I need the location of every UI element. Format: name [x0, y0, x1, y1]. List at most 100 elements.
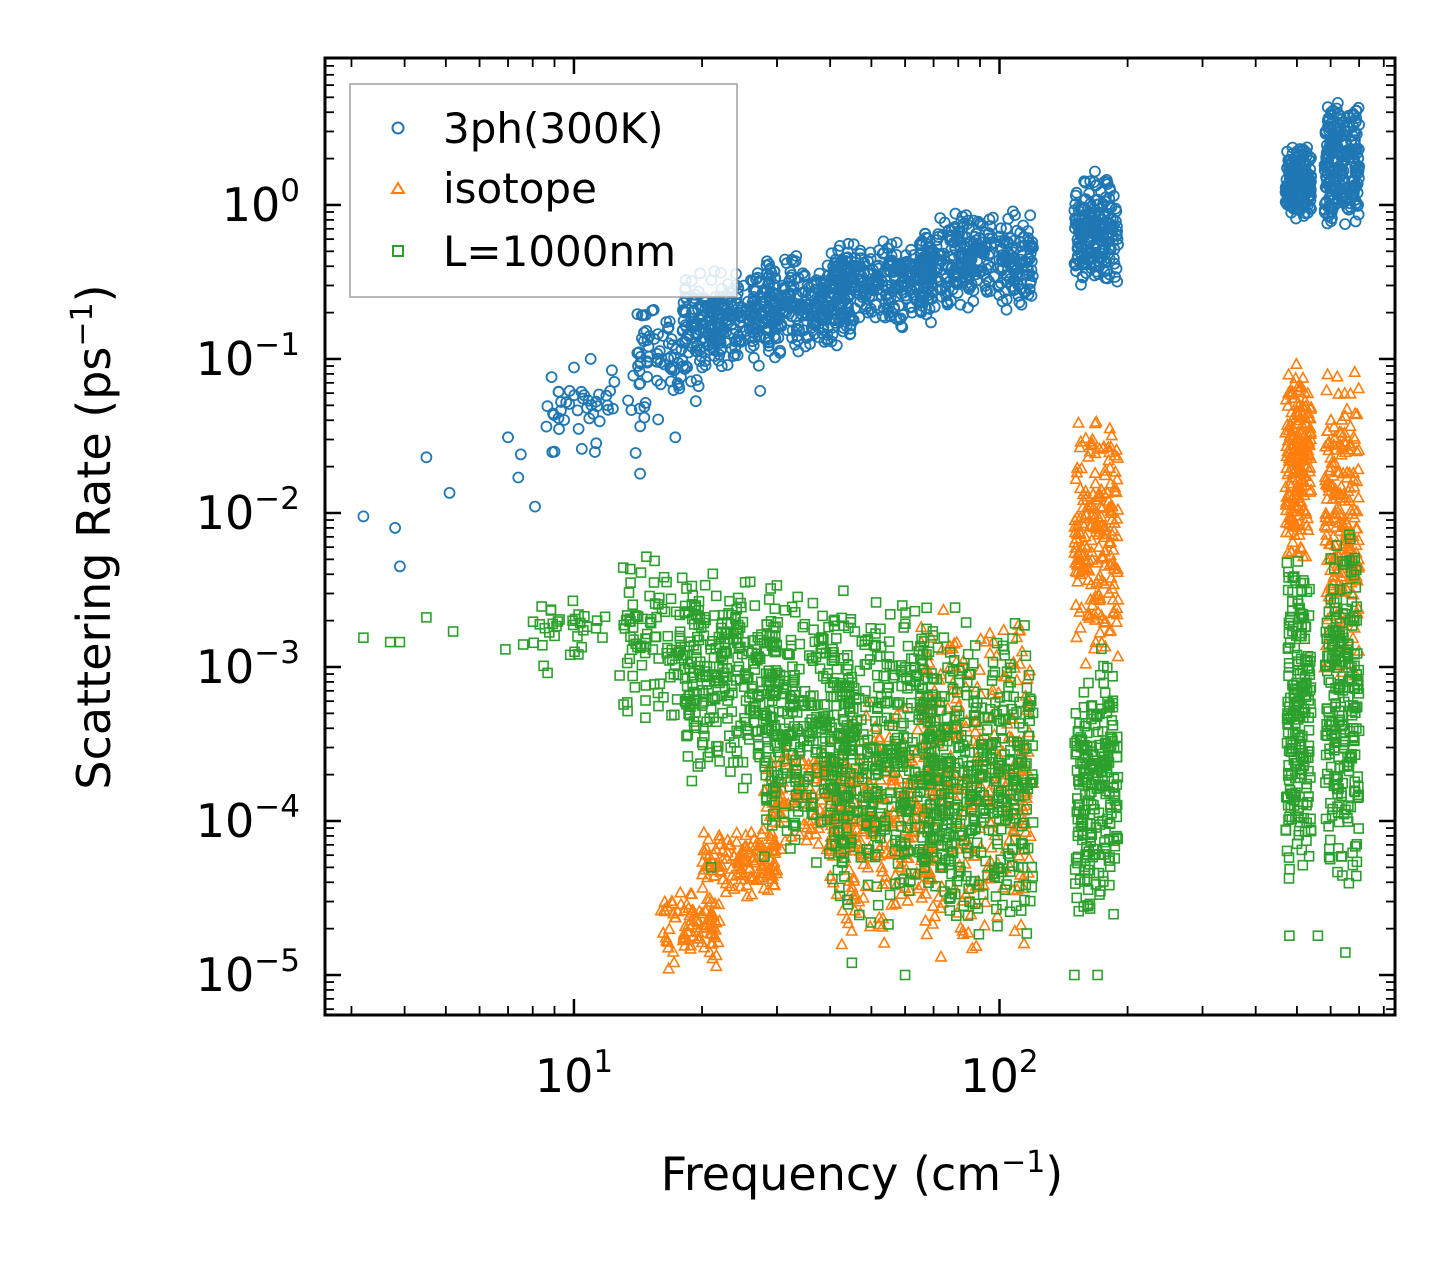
point-square [807, 797, 818, 809]
point-circle [708, 350, 721, 363]
point-circle [1338, 121, 1351, 134]
point-circle [1321, 101, 1334, 114]
point-square [695, 758, 706, 769]
point-square [770, 621, 781, 633]
point-triangle [889, 878, 903, 891]
point-square [783, 649, 795, 661]
point-triangle [765, 844, 780, 856]
point-circle [662, 321, 675, 334]
point-circle [786, 332, 798, 344]
point-circle [857, 276, 869, 289]
point-square [700, 671, 712, 683]
point-square [794, 747, 805, 759]
point-circle [689, 395, 702, 408]
point-circle [606, 364, 618, 377]
point-square [752, 738, 764, 750]
point-triangle [1074, 434, 1088, 447]
point-triangle [1075, 549, 1089, 562]
point-triangle [699, 920, 713, 932]
point-square [804, 730, 816, 742]
point-square [761, 814, 772, 825]
point-triangle [811, 836, 825, 849]
point-triangle [1282, 423, 1296, 436]
point-circle [651, 352, 664, 365]
point-circle [829, 260, 842, 273]
point-triangle [1343, 419, 1357, 432]
point-circle [944, 234, 957, 247]
point-triangle [1279, 480, 1293, 493]
point-square [647, 644, 659, 655]
point-circle [885, 249, 898, 262]
point-square [714, 756, 725, 767]
point-square [699, 579, 711, 591]
point-square [841, 822, 852, 834]
point-triangle [684, 886, 698, 899]
point-circle [1014, 235, 1027, 248]
point-triangle [697, 825, 711, 838]
point-circle [765, 266, 778, 279]
point-circle [639, 396, 652, 409]
point-triangle [1303, 427, 1318, 439]
point-triangle [1017, 813, 1031, 825]
point-triangle [1285, 544, 1299, 557]
point-square [681, 583, 692, 594]
point-square [842, 789, 853, 801]
point-triangle [716, 852, 730, 864]
point-triangle [950, 635, 964, 648]
point-triangle [926, 899, 940, 911]
point-triangle [1320, 527, 1334, 540]
point-circle [389, 522, 402, 534]
point-triangle [699, 904, 713, 916]
point-triangle [1105, 528, 1120, 540]
point-circle [875, 273, 887, 286]
point-square [713, 675, 724, 687]
point-triangle [677, 926, 691, 939]
point-circle [895, 265, 908, 278]
point-square [741, 723, 753, 735]
point-triangle [1094, 482, 1108, 495]
point-circle [948, 220, 961, 233]
point-triangle [916, 862, 931, 875]
point-circle [641, 334, 654, 346]
point-triangle [1070, 557, 1084, 570]
point-triangle [1099, 614, 1113, 627]
point-circle [608, 375, 621, 388]
point-square [723, 689, 735, 701]
point-circle [552, 412, 565, 425]
point-square [763, 675, 774, 686]
point-triangle [699, 841, 714, 854]
point-square [846, 957, 858, 969]
point-circle [871, 276, 884, 289]
point-circle [631, 308, 644, 321]
point-circle [799, 340, 812, 353]
point-triangle [1090, 575, 1104, 588]
point-square [683, 690, 695, 702]
point-square [684, 709, 696, 721]
point-circle [1286, 147, 1299, 160]
point-triangle [1319, 520, 1333, 533]
point-triangle [1104, 570, 1118, 583]
point-square [900, 607, 911, 618]
point-triangle [714, 837, 728, 850]
point-triangle [695, 906, 709, 919]
point-circle [960, 241, 973, 254]
point-triangle [719, 885, 733, 898]
point-square [682, 751, 694, 762]
point-circle [1100, 264, 1113, 277]
point-circle [844, 327, 857, 340]
point-square [862, 634, 874, 645]
point-triangle [800, 833, 814, 846]
point-square [627, 670, 639, 682]
point-circle [622, 394, 634, 407]
point-triangle [918, 913, 933, 926]
point-square [774, 751, 786, 763]
point-circle [980, 283, 992, 296]
point-triangle [656, 925, 670, 938]
point-circle [752, 359, 765, 372]
point-triangle [774, 842, 788, 854]
point-triangle [724, 861, 738, 874]
point-circle [731, 298, 744, 311]
point-circle [707, 300, 719, 313]
point-circle [587, 407, 600, 420]
point-triangle [1073, 620, 1088, 633]
